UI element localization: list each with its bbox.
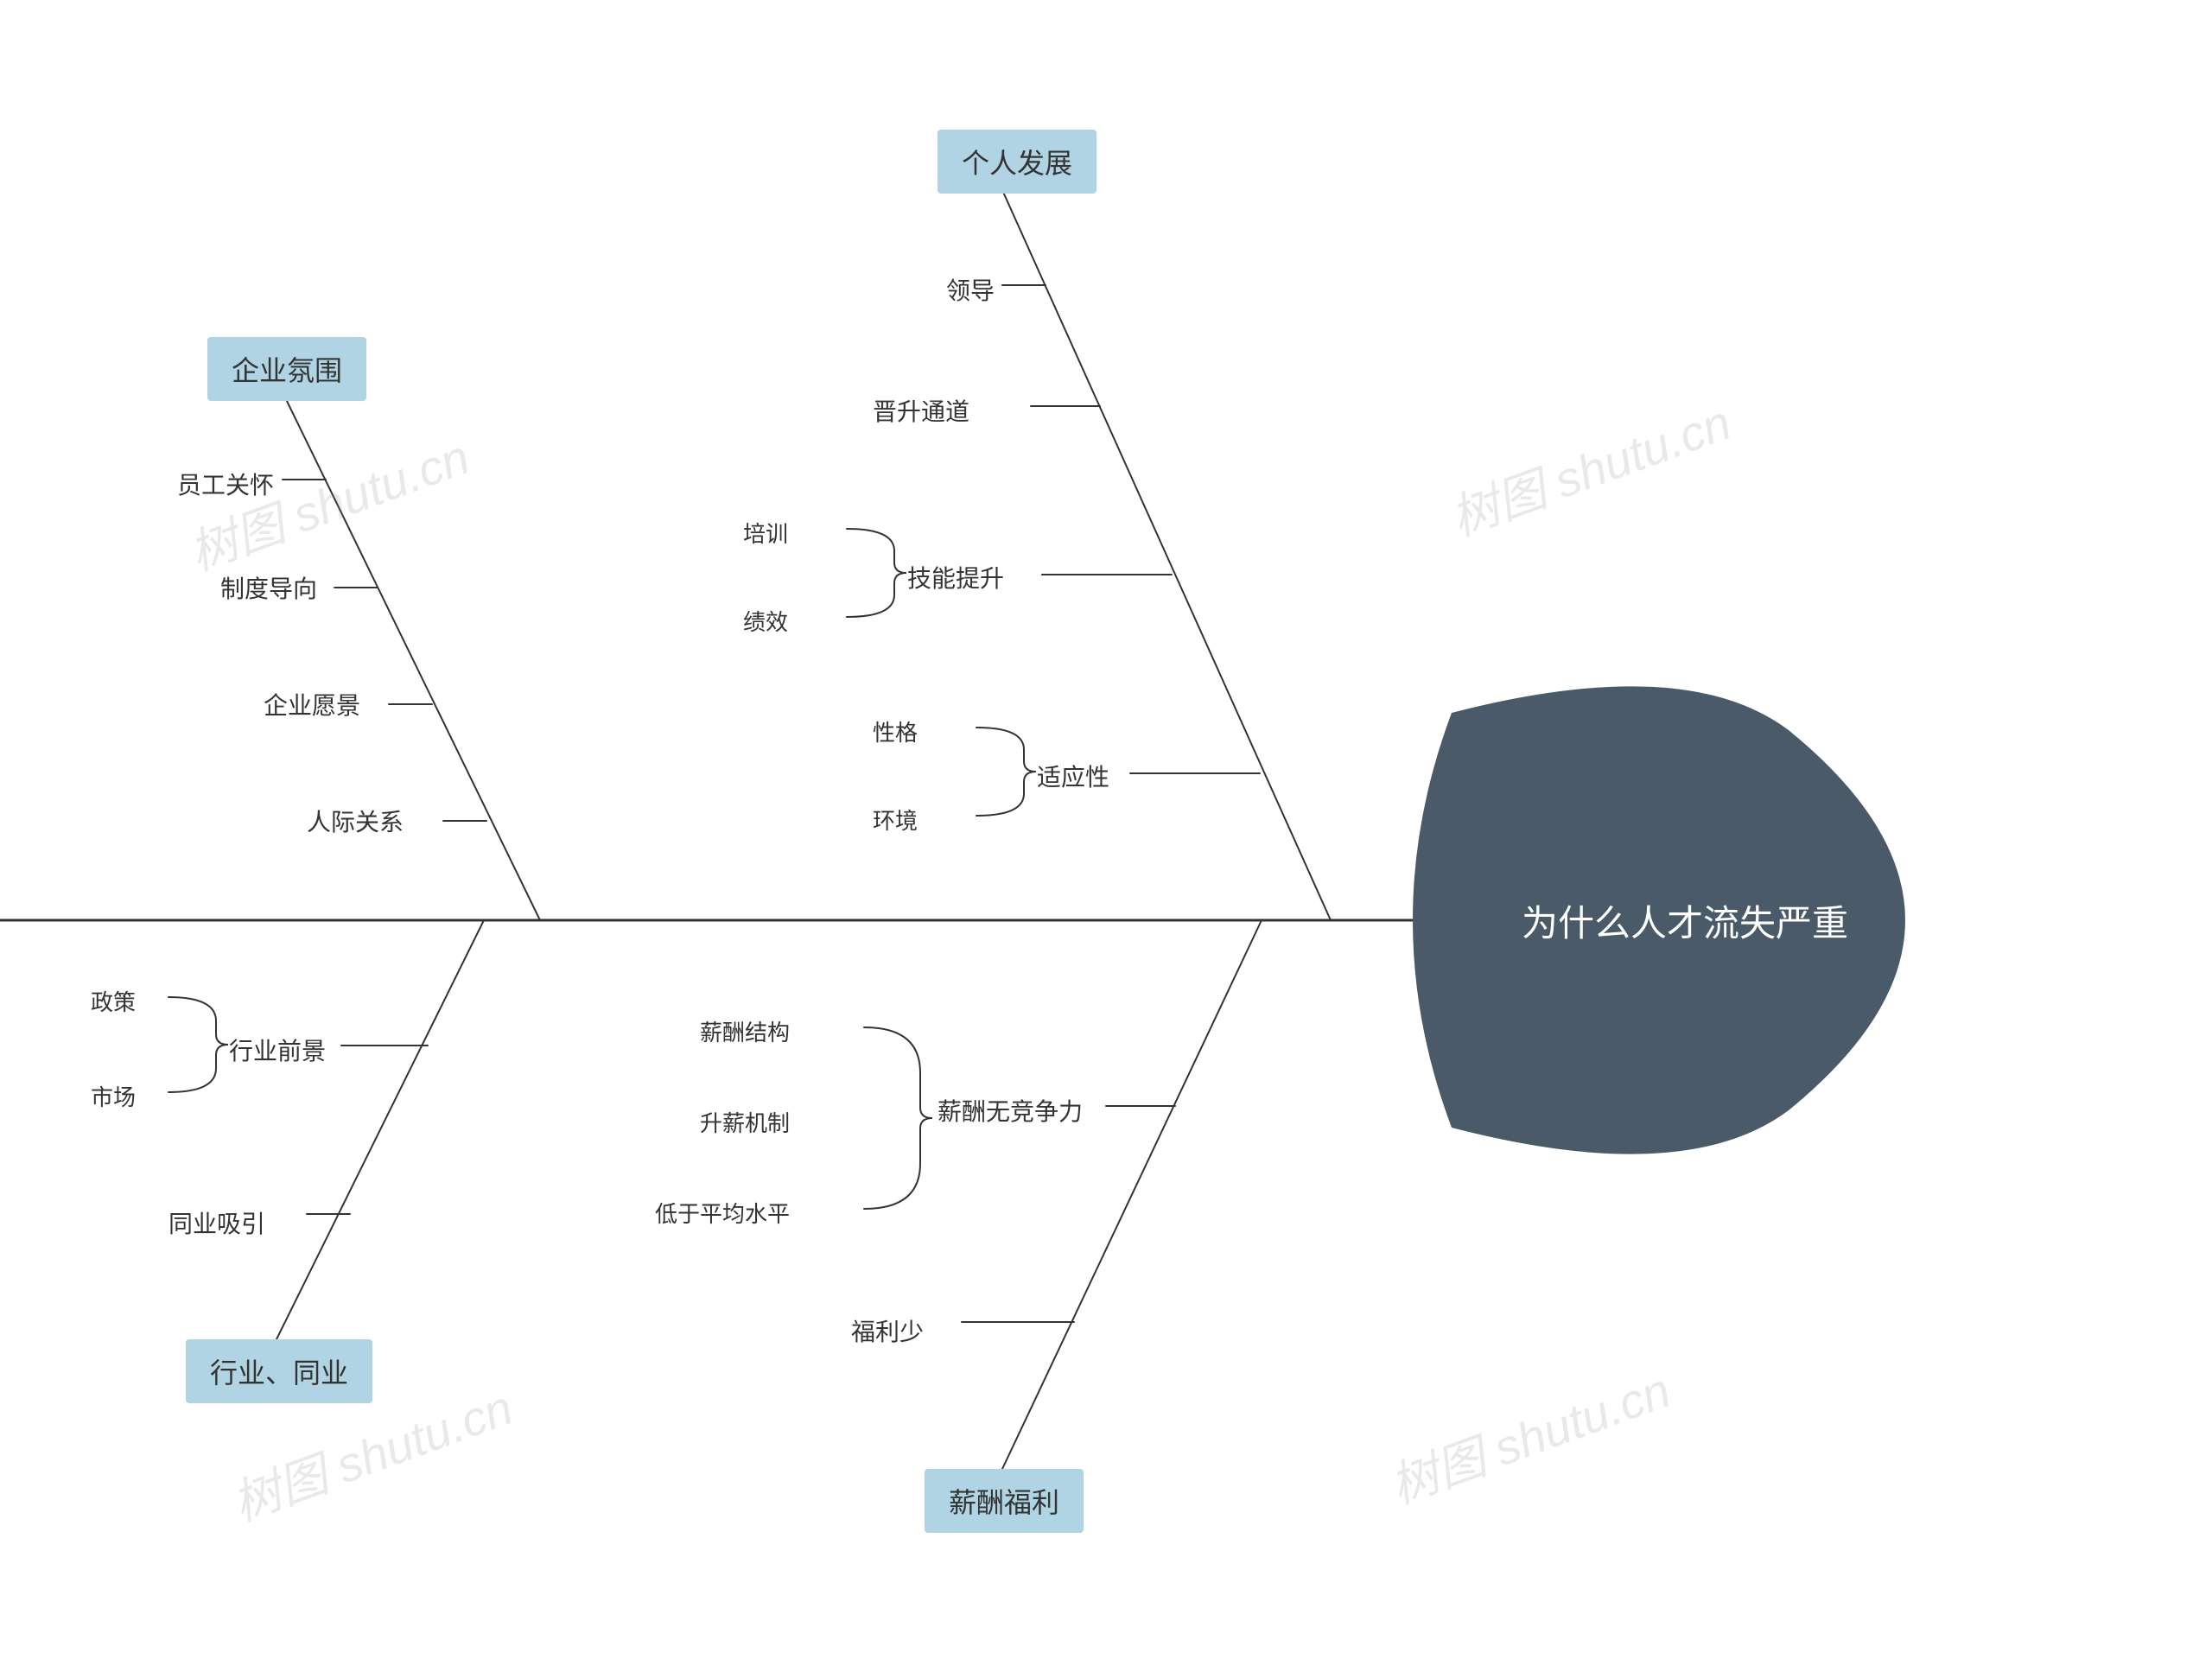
cause-label: 薪酬无竞争力 (938, 1093, 1083, 1128)
category-top_left: 企业氛围 (207, 337, 366, 401)
cause-label: 行业前景 (229, 1033, 326, 1067)
subcause-label: 性格 (873, 715, 918, 747)
subcause-label: 绩效 (743, 605, 788, 637)
category-bottom_right: 薪酬福利 (925, 1469, 1084, 1533)
cause-label: 员工关怀 (177, 467, 274, 501)
subcause-label: 低于平均水平 (655, 1197, 790, 1229)
cause-label: 同业吸引 (168, 1205, 265, 1240)
cause-label: 福利少 (851, 1313, 924, 1348)
subcause-label: 升薪机制 (700, 1106, 790, 1138)
cause-label: 晋升通道 (873, 393, 969, 428)
fish-head: 为什么人才流失严重 (1400, 894, 1970, 947)
cause-label: 适应性 (1037, 759, 1109, 793)
cause-label: 领导 (946, 272, 995, 307)
cause-label: 人际关系 (307, 804, 404, 838)
subcause-label: 薪酬结构 (700, 1015, 790, 1047)
subcause-label: 政策 (91, 985, 136, 1017)
category-top_right: 个人发展 (938, 130, 1096, 194)
category-bottom_left: 行业、同业 (186, 1339, 372, 1403)
head-label: 为什么人才流失严重 (1522, 894, 1848, 947)
cause-label: 制度导向 (220, 570, 317, 605)
subcause-label: 市场 (91, 1080, 136, 1112)
cause-label: 技能提升 (907, 560, 1004, 594)
subcause-label: 培训 (743, 517, 788, 549)
cause-label: 企业愿景 (264, 687, 360, 721)
subcause-label: 环境 (873, 804, 918, 836)
